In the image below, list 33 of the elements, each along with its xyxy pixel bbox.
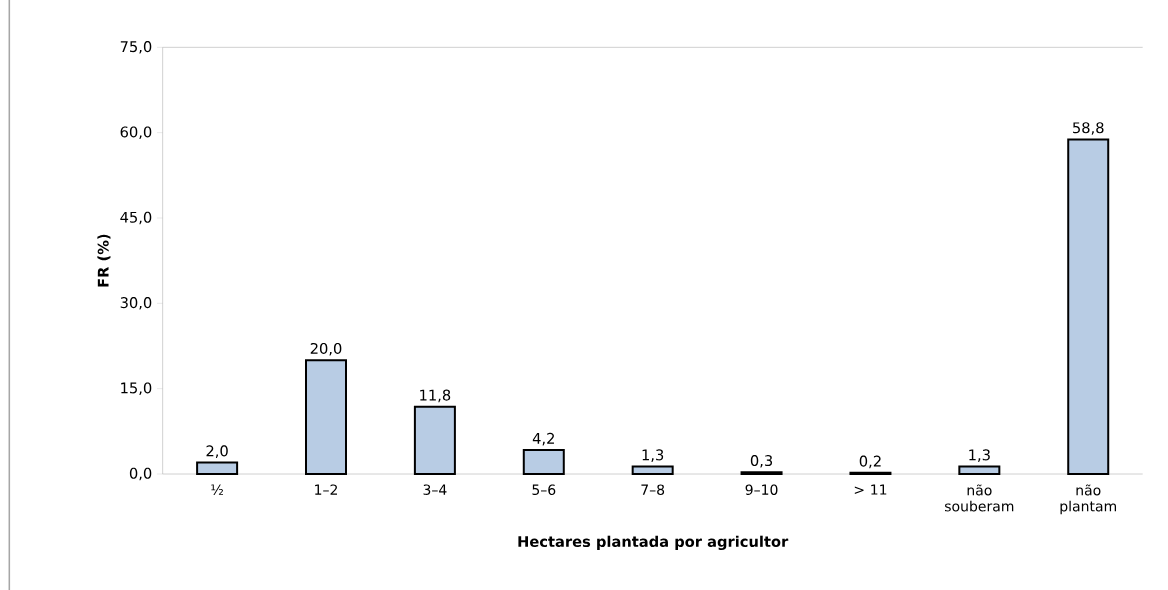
x-tick-label: 7–8: [641, 484, 665, 495]
data-label: 4,2: [532, 432, 554, 446]
x-tick-label: ½: [211, 484, 223, 495]
y-tick-label: 75,0: [120, 41, 152, 54]
bar: [413, 405, 456, 475]
y-tick-label: 30,0: [120, 297, 152, 310]
y-tick-label: 45,0: [120, 211, 152, 225]
x-axis-title: Hectares plantada por agricultor: [518, 535, 789, 550]
x-tick-label: não plantam: [1060, 484, 1117, 515]
data-label: 2,0: [206, 445, 228, 458]
x-tick-label: 3–4: [423, 484, 447, 495]
data-label: 0,3: [750, 455, 773, 468]
x-tick-label: > 11: [854, 484, 887, 495]
data-label: 58,8: [1073, 122, 1104, 135]
y-axis-title: FR (%): [97, 234, 111, 287]
y-tick-label: 60,0: [120, 126, 152, 139]
bar: [196, 461, 239, 475]
x-tick-label: não souberam: [944, 484, 1014, 512]
x-tick-label: 9–10: [745, 484, 778, 495]
bar: [631, 465, 674, 475]
bar: [522, 449, 565, 475]
data-label: 1,3: [969, 449, 990, 462]
bar: [1067, 138, 1110, 475]
bar: [958, 465, 1001, 475]
bar: [305, 359, 347, 475]
y-tick-label: 15,0: [121, 382, 152, 395]
x-tick-label: 1–2: [315, 484, 338, 495]
data-label: 20,0: [310, 342, 342, 356]
data-label: 11,8: [420, 389, 451, 403]
x-tick-label: 5–6: [532, 484, 556, 495]
data-label: 1,3: [642, 449, 664, 462]
y-tick-label: 0,0: [129, 467, 152, 481]
data-label: 0,2: [859, 455, 881, 469]
